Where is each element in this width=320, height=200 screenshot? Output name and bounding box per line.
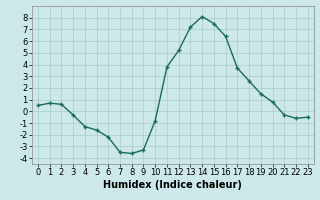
X-axis label: Humidex (Indice chaleur): Humidex (Indice chaleur) [103, 180, 242, 190]
